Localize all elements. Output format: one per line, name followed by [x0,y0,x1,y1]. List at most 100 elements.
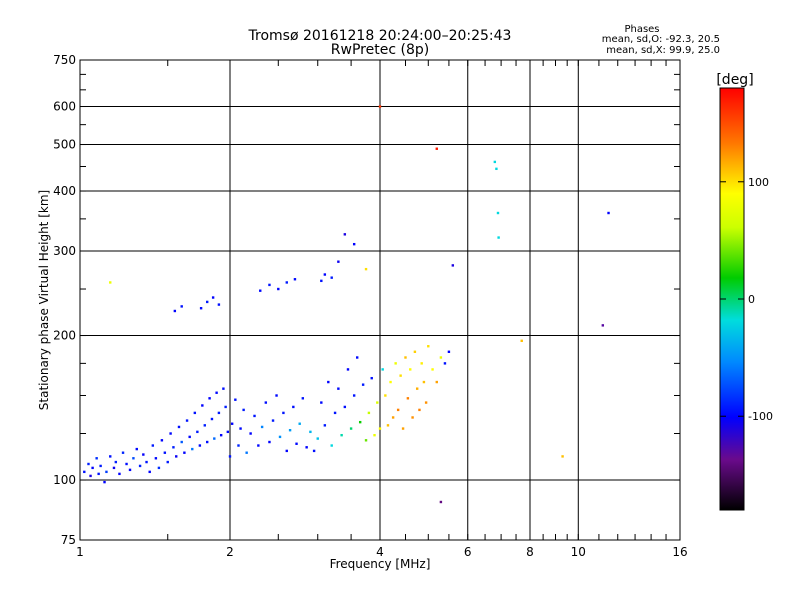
data-point [201,404,204,407]
data-point [224,405,227,409]
data-point [99,464,102,468]
data-point [285,281,288,284]
y-tick-label: 300 [53,244,76,258]
data-point [160,439,164,442]
data-point [358,420,362,424]
x-tick-label: 6 [464,545,472,559]
data-point [376,401,379,404]
data-point [222,387,225,390]
data-point [285,449,288,453]
data-point [175,455,178,458]
data-point [293,278,297,281]
data-point [132,457,135,460]
data-point [239,427,242,430]
data-point [370,376,373,380]
y-tick-label: 75 [61,533,76,547]
data-point [125,462,128,466]
data-point [298,422,301,425]
x-tick-label: 1 [76,545,84,559]
grid-lines [80,60,680,540]
data-point [320,401,323,404]
data-point [163,451,167,454]
data-point [435,147,438,150]
data-point [394,362,397,365]
data-point [118,472,121,476]
data-point [378,105,382,108]
data-point [205,440,209,444]
data-point [249,432,252,435]
y-axis-label: Stationary phase Virtual Height [km] [37,190,51,410]
data-point [340,433,343,437]
data-point [114,460,118,464]
data-point [427,345,430,348]
y-tick-label: 100 [53,473,76,487]
data-point [128,468,132,472]
phase-stats-x: mean, sd,X: 99.9, 25.0 [606,45,720,56]
data-point [330,276,333,279]
colorbar: [deg] 100 0 -100 [716,72,773,511]
data-point [259,289,262,292]
data-point [391,416,395,419]
data-point [271,419,275,422]
data-point [151,444,155,447]
data-point [180,440,183,444]
data-point [205,300,209,304]
data-point [355,356,359,359]
data-point [260,425,264,429]
data-point [121,451,125,454]
colorbar-tick-label: 100 [748,176,769,189]
data-point [330,444,333,447]
data-point [148,470,151,474]
data-point [497,236,500,239]
data-point [215,391,218,394]
data-point [323,424,327,427]
data-point [277,287,280,291]
data-point [389,380,392,384]
data-point [213,437,216,440]
x-axis-label: Frequency [MHz] [330,557,431,571]
data-point [520,339,523,343]
x-tick-label: 8 [526,545,534,559]
data-point [493,160,497,164]
data-point [173,309,177,313]
data-point [237,444,240,447]
data-point [217,303,221,306]
x-tick-label: 4 [376,545,384,559]
data-point [413,350,417,353]
data-point [217,411,221,415]
data-point [145,460,148,464]
data-point [208,397,211,400]
data-point [226,430,230,434]
data-point [193,411,197,415]
data-point [177,425,181,429]
data-point [409,368,412,371]
data-point [337,260,340,263]
data-point [183,451,186,454]
data-point [404,356,407,359]
data-point [282,411,285,415]
x-axis: 1 2 4 6 8 10 16 [76,60,688,559]
data-point [309,430,312,434]
data-point [496,211,500,215]
data-point [292,405,295,409]
data-point [607,211,610,215]
data-point [103,480,106,484]
data-point [327,380,330,384]
data-point [411,416,414,419]
data-point [418,408,421,412]
data-point [364,267,368,271]
data-point [257,444,260,447]
data-point [435,380,438,384]
data-point [361,383,365,386]
data-point [83,470,86,474]
data-point [230,422,234,425]
data-point [352,242,356,246]
data-point [431,368,434,371]
data-point [561,455,564,458]
y-axis: 75 100 200 300 400 500 600 750 [53,53,680,547]
data-point [447,350,451,353]
data-point [424,401,428,404]
data-point [157,466,161,470]
data-point [305,446,308,449]
